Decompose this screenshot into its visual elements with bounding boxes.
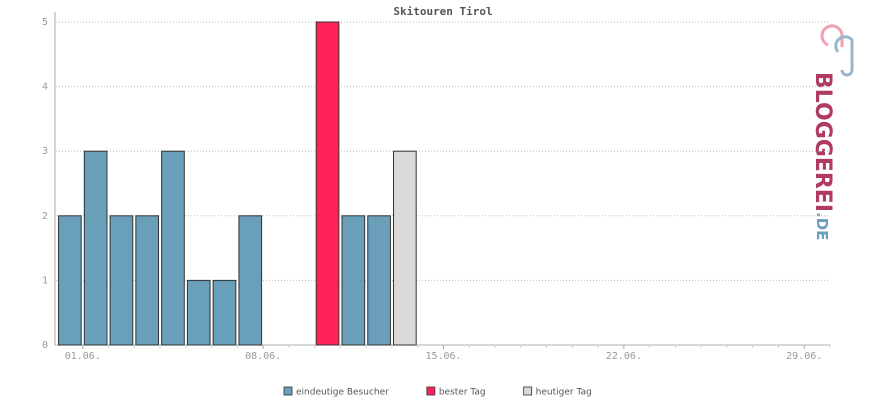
- x-tick-label: 15.06.: [425, 351, 461, 362]
- bar: [315, 21, 340, 346]
- chart-title: Skitouren Tirol: [393, 5, 492, 18]
- legend-label: bester Tag: [439, 388, 486, 398]
- x-tick-label: 22.06.: [606, 351, 642, 362]
- bar: [238, 215, 263, 346]
- legend-label: eindeutige Besucher: [296, 388, 389, 398]
- legend-swatch: [283, 386, 293, 396]
- legend-label: heutiger Tag: [536, 388, 592, 398]
- y-tick-label: 4: [42, 82, 48, 93]
- logo: BLOGGEREI.DE: [810, 72, 835, 240]
- y-tick-label: 1: [42, 275, 48, 286]
- bar: [367, 215, 391, 346]
- y-tick-label: 2: [42, 211, 48, 222]
- logo-icon: [820, 24, 854, 77]
- y-tick-label: 5: [42, 17, 48, 28]
- bar: [109, 215, 134, 346]
- legend-swatch: [523, 386, 533, 396]
- legend-swatch: [426, 386, 436, 396]
- bar: [212, 279, 237, 346]
- bar: [341, 215, 366, 346]
- x-tick-label: 01.06.: [65, 351, 101, 362]
- bar: [186, 279, 211, 346]
- y-tick-label: 3: [42, 146, 48, 157]
- y-tick-label: 0: [42, 340, 48, 351]
- x-tick-label: 08.06.: [245, 351, 281, 362]
- logo-suffix: .DE: [814, 212, 832, 240]
- logo-name: BLOGGEREI: [810, 72, 835, 212]
- bar: [393, 150, 417, 346]
- bar: [83, 150, 108, 346]
- bar: [135, 215, 160, 346]
- x-tick-label: 29.06.: [786, 351, 822, 362]
- bar: [58, 215, 82, 346]
- bar: [161, 150, 185, 346]
